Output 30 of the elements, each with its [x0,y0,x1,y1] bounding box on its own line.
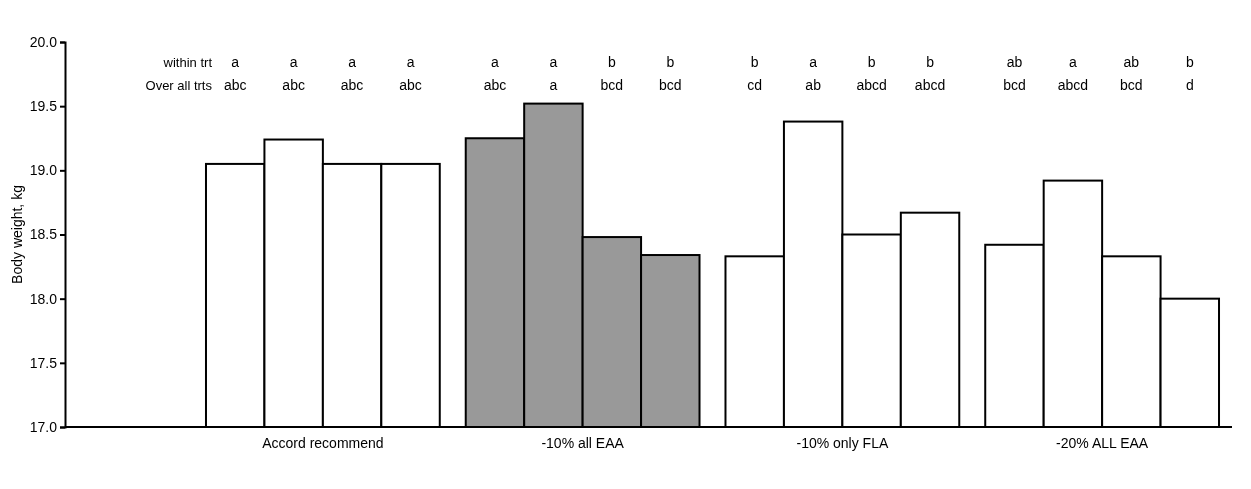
y-tick-label: 18.0 [29,290,58,307]
y-tick-label: 18.5 [29,226,58,243]
annotation: b abcd [914,54,946,93]
x-tick-label: -10% only FLA [796,435,889,452]
annotation: a abc [282,54,305,93]
y-tick-label: 19.5 [29,98,58,115]
annotation: b bcd [659,54,682,93]
annotation: a abc [223,54,247,93]
annotation: a abc [483,54,507,93]
annotation: b d [1185,54,1194,93]
annotation: b cd [747,54,763,93]
annotation: Over all trts [145,78,213,93]
y-tick-label: 17.0 [29,418,58,435]
x-tick-label: -10% all EAA [541,435,625,452]
y-tick-label: 17.5 [29,354,58,371]
y-tick-label: 20.0 [29,33,58,50]
x-tick-label: Accord recommend [262,435,384,452]
annotation: ab bcd [1120,54,1143,93]
annotation: a abc [399,54,422,93]
annotation: a ab [805,54,822,93]
annotation: ab bcd [1003,54,1026,93]
annotation: a abc [340,54,364,93]
y-axis-title: Body weight, kg [9,185,25,284]
annotation: b bcd [600,54,624,93]
annotation: b abcd [856,54,887,93]
annotation: a abcd [1057,54,1089,93]
annotation: a a [549,54,558,93]
x-tick-label: -20% ALL EAA [1056,435,1149,452]
y-tick-label: 19.0 [29,162,58,179]
annotation: within trt [162,55,213,70]
